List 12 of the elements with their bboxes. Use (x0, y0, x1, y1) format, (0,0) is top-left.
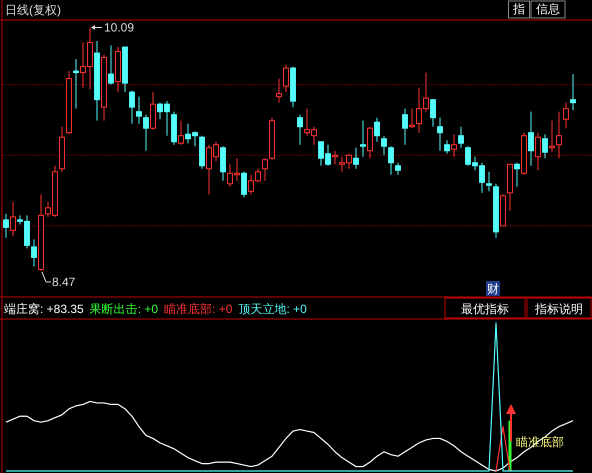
annotation: 财 (487, 282, 499, 296)
annotation: 10.09 (104, 20, 134, 35)
text: 信息 (536, 2, 560, 16)
text: 指 (512, 2, 525, 16)
text: 顶天立地: +0 (238, 302, 308, 316)
annotation: 8.47 (52, 274, 76, 289)
text: 端庄窝: +83.35 (4, 302, 84, 316)
text: 瞄准底部: +0 (164, 302, 233, 316)
text: 果断出击: +0 (90, 302, 158, 316)
text: 指标说明 (534, 302, 583, 316)
text: 日线(复权) (5, 3, 61, 17)
text: 最优指标 (461, 302, 509, 316)
